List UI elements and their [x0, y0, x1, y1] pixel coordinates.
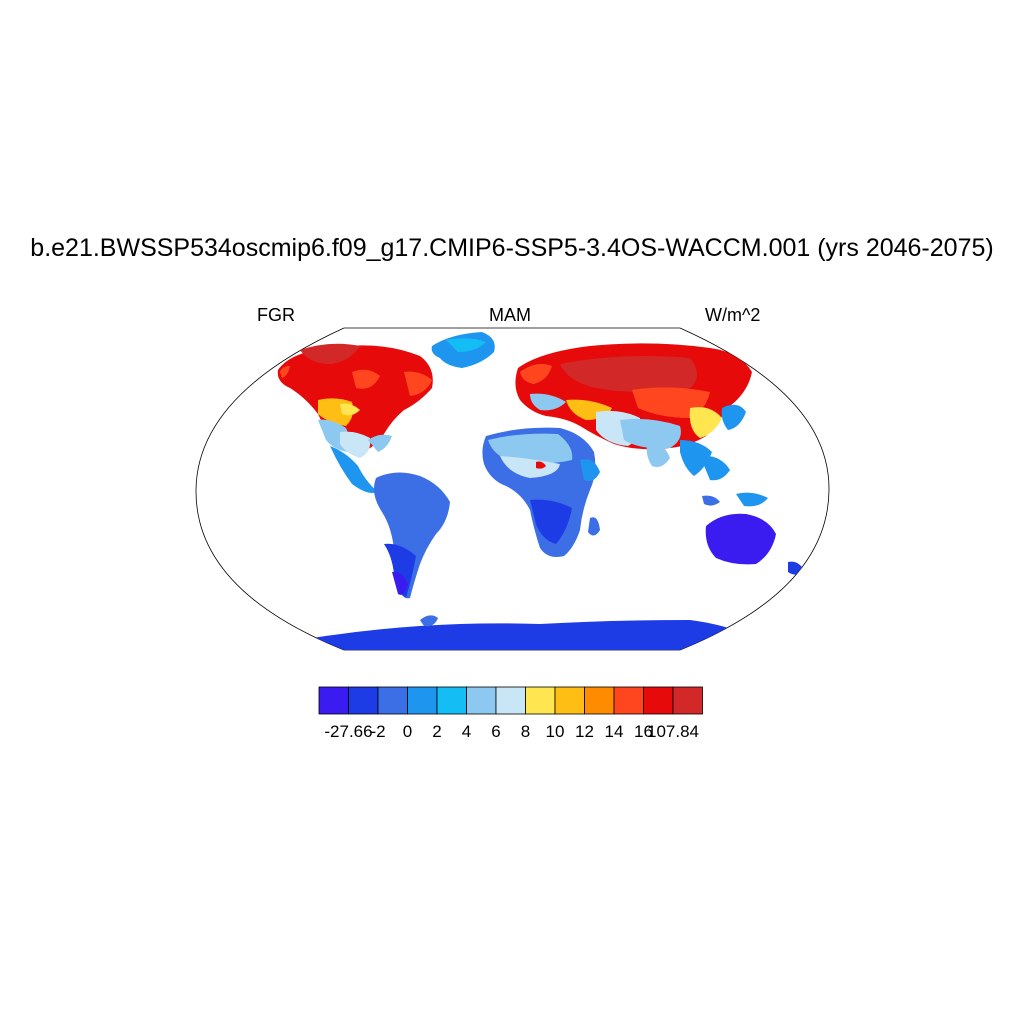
colorbar-tick-label: -27.66 — [324, 722, 372, 741]
colorbar-tick-label: 16 — [634, 722, 653, 741]
region-eurasia — [515, 343, 752, 481]
colorbar-tick-label: 14 — [605, 722, 624, 741]
units-label: W/m^2 — [705, 305, 761, 325]
colorbar-box-11 — [643, 686, 674, 715]
colorbar-box-9 — [584, 686, 615, 715]
region-greenland — [431, 332, 495, 368]
colorbar-tick-label: 12 — [575, 722, 594, 741]
colorbar-box-10 — [613, 686, 644, 715]
colorbar-tick-label: 0 — [403, 722, 412, 741]
region-south-america — [374, 472, 450, 599]
colorbar-tick-label: -2 — [370, 722, 385, 741]
variable-label: FGR — [257, 305, 295, 325]
colorbar-tick-label: 4 — [462, 722, 471, 741]
colorbar-box-4 — [436, 686, 467, 715]
region-australia — [702, 492, 804, 575]
region-antarctica — [299, 615, 740, 650]
region-africa — [482, 427, 600, 557]
colorbar-box-12 — [672, 686, 703, 715]
colorbar-box-0 — [318, 686, 349, 715]
colorbar-tick-label: 6 — [491, 722, 500, 741]
colorbar-tick-label: 10 — [546, 722, 565, 741]
colorbar-box-7 — [525, 686, 556, 715]
colorbar-box-3 — [407, 686, 438, 715]
colorbar-box-2 — [377, 686, 408, 715]
colorbar-tick-label: 8 — [521, 722, 530, 741]
colorbar-tick-label: 107.84 — [647, 722, 699, 741]
season-label: MAM — [489, 305, 531, 325]
colorbar-box-1 — [348, 686, 379, 715]
colorbar-tick-label: 2 — [432, 722, 441, 741]
region-north-america — [277, 343, 433, 493]
colorbar-box-5 — [466, 686, 497, 715]
colorbar-box-8 — [554, 686, 585, 715]
colorbar-box-6 — [495, 686, 526, 715]
plot-title: b.e21.BWSSP534oscmip6.f09_g17.CMIP6-SSP5… — [30, 234, 994, 262]
